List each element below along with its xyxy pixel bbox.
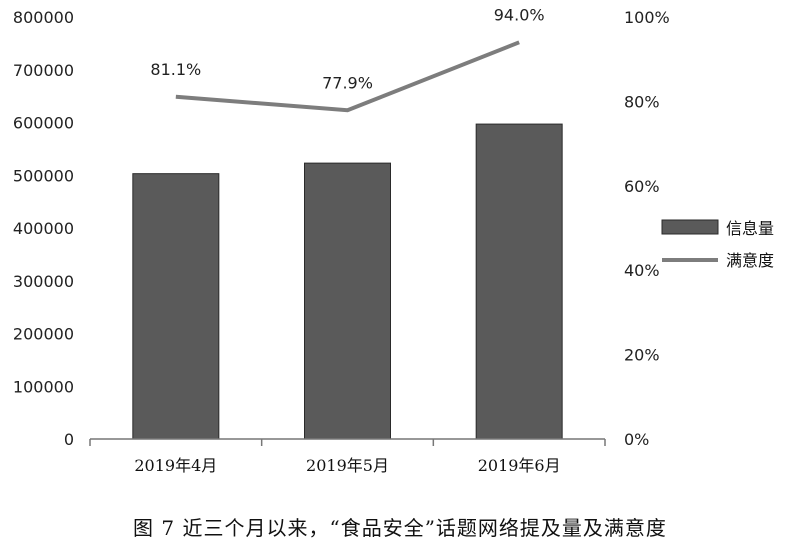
right-tick-label: 60% [624, 177, 660, 196]
bar-series [132, 123, 563, 440]
legend-label: 信息量 [726, 219, 774, 238]
left-tick-label: 200000 [13, 325, 74, 344]
left-tick-label: 500000 [13, 166, 74, 185]
left-tick-label: 400000 [13, 219, 74, 238]
left-tick-label: 600000 [13, 114, 74, 133]
right-tick-label: 20% [624, 346, 660, 365]
right-tick-label: 80% [624, 92, 660, 111]
legend-bar-swatch [661, 219, 719, 235]
left-tick-label: 800000 [13, 8, 74, 27]
right-tick-label: 40% [624, 261, 660, 280]
figure-caption: 图 7 近三个月以来，“食品安全”话题网络提及量及满意度 [133, 516, 667, 540]
left-tick-label: 100000 [13, 377, 74, 396]
x-axis: 2019年4月 2019年5月 2019年6月 [89, 438, 606, 475]
satisfaction-line [175, 40, 520, 113]
bar [304, 162, 391, 440]
left-y-axis: 0 100000 200000 300000 400000 500000 600000 700… [13, 8, 74, 449]
legend-label: 满意度 [726, 251, 774, 270]
data-label: 81.1% [150, 60, 201, 79]
line-series: 81.1% 77.9% 94.0% [150, 5, 545, 113]
bar [475, 123, 563, 440]
right-y-axis: 0% 20% 40% 60% 80% 100% [624, 8, 670, 449]
left-tick-label: 700000 [13, 61, 74, 80]
chart-canvas: 0 100000 200000 300000 400000 500000 600000 700… [13, 5, 774, 475]
category-label: 2019年4月 [134, 456, 217, 475]
category-label: 2019年6月 [478, 456, 561, 475]
bar [132, 173, 220, 440]
category-label: 2019年5月 [306, 456, 389, 475]
right-tick-label: 0% [624, 430, 649, 449]
right-tick-label: 100% [624, 8, 670, 27]
data-label: 94.0% [494, 5, 545, 24]
left-tick-label: 0 [64, 430, 74, 449]
left-tick-label: 300000 [13, 272, 74, 291]
data-label: 77.9% [322, 73, 373, 92]
